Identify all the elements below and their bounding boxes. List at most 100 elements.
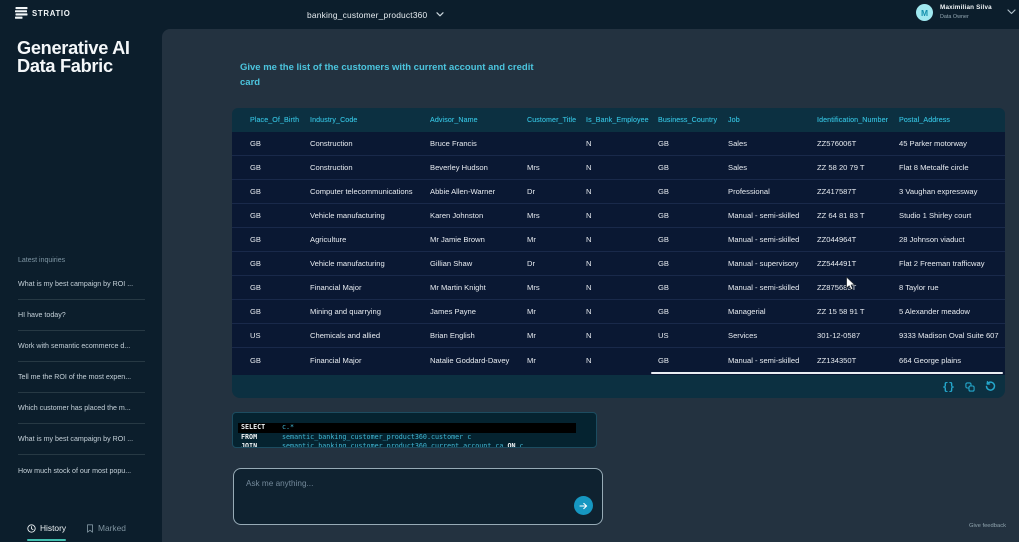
hscrollbar-thumb[interactable] <box>651 372 1003 375</box>
table-cell: ZZ134350T <box>817 355 857 365</box>
table-cell: Dr <box>527 259 536 268</box>
table-row[interactable]: GB Construction Beverley Hudson Mrs N GB… <box>232 156 1005 180</box>
copy-button[interactable] <box>962 379 977 395</box>
table-row[interactable]: GB Agriculture Mr Jamie Brown Mr N GB Ma… <box>232 228 1005 252</box>
give-feedback-link[interactable]: Give feedback <box>968 523 1006 529</box>
table-cell: 5 Alexander meadow <box>899 307 970 316</box>
column-header: Is_Bank_Employee <box>586 116 649 124</box>
rerun-icon <box>985 381 996 391</box>
table-footer: {} <box>232 375 1005 398</box>
table-cell: GB <box>658 355 669 365</box>
table-cell: GB <box>658 307 669 316</box>
stratio-logo[interactable]: STRATIO <box>15 7 71 19</box>
avatar[interactable]: M <box>916 4 933 21</box>
sql-code: semantic_banking_customer_product360.cus… <box>282 432 472 441</box>
table-cell: Computer telecommunications <box>310 187 413 196</box>
inquiry-item[interactable]: How much stock of our most popu... <box>18 466 132 475</box>
table-row[interactable]: GB Mining and quarrying James Payne Mr N… <box>232 300 1005 324</box>
table-cell: Bruce Francis <box>430 139 477 148</box>
table-cell: Manual - semi-skilled <box>728 283 800 292</box>
column-header: Customer_Title <box>527 116 577 124</box>
tab-marked[interactable]: Marked <box>86 523 126 533</box>
table-cell: Mr Jamie Brown <box>430 235 485 244</box>
inquiry-item[interactable]: Work with semantic ecommerce d... <box>18 331 145 362</box>
table-cell: James Payne <box>430 307 477 316</box>
table-cell: Construction <box>310 139 353 148</box>
table-cell: N <box>586 283 592 292</box>
table-cell: GB <box>250 259 261 268</box>
send-arrow-icon <box>579 502 588 509</box>
sql-code-block[interactable]: SELECT c.* FROM semantic_banking_customer_… <box>232 412 597 448</box>
latest-inquiries-label: Latest inquiries <box>18 257 66 264</box>
table-cell: Studio 1 Shirley court <box>899 211 972 220</box>
table-cell: N <box>586 355 592 365</box>
table-cell: Chemicals and allied <box>310 331 381 340</box>
table-cell: Financial Major <box>310 283 362 292</box>
table-cell: Karen Johnston <box>430 211 484 220</box>
table-cell: 45 Parker motorway <box>899 139 967 148</box>
sql-keyword: SELECT <box>241 423 266 431</box>
inquiry-item[interactable]: Tell me the ROI of the most expen... <box>18 362 145 393</box>
table-cell: N <box>586 211 592 220</box>
inquiry-item[interactable]: HI have today? <box>18 300 145 331</box>
table-row[interactable]: GB Construction Bruce Francis N GB Sales… <box>232 132 1005 156</box>
table-row[interactable]: US Chemicals and allied Brian English Mr… <box>232 324 1005 348</box>
table-cell: N <box>586 187 592 196</box>
table-row[interactable]: GB Vehicle manufacturing Karen Johnston … <box>232 204 1005 228</box>
table-cell: 8 Taylor rue <box>899 283 939 292</box>
table-cell: GB <box>250 355 261 365</box>
tab-history[interactable]: History <box>27 523 66 533</box>
table-cell: 3 Vaughan expressway <box>899 187 978 196</box>
table-cell: Flat 2 Freeman trafficway <box>899 259 985 268</box>
inquiry-item[interactable]: Which customer has placed the m... <box>18 393 145 424</box>
sql-code: c.* <box>282 423 295 431</box>
column-header: Postal_Address <box>899 116 951 124</box>
tab-history-label: History <box>40 523 67 533</box>
table-cell: N <box>586 259 592 268</box>
send-button[interactable] <box>574 496 593 515</box>
table-body: GB Construction Bruce Francis N GB Sales… <box>232 132 1005 372</box>
history-clock-icon <box>27 523 36 533</box>
table-cell: ZZ 58 20 79 T <box>817 163 865 172</box>
rerun-button[interactable] <box>983 379 998 395</box>
table-hscrollbar <box>232 372 1005 375</box>
table-cell: GB <box>658 187 669 196</box>
table-row[interactable]: GB Vehicle manufacturing Gillian Shaw Dr… <box>232 252 1005 276</box>
table-cell: 664 George plains <box>899 355 962 365</box>
table-cell: N <box>586 139 592 148</box>
user-question: Give me the list of the customers with c… <box>240 62 534 88</box>
table-cell: GB <box>658 235 669 244</box>
inquiry-item[interactable]: What is my best campaign by ROI ... <box>18 424 145 455</box>
table-header: Place_Of_Birth Industry_Code Advisor_Nam… <box>232 108 1005 132</box>
column-header: Advisor_Name <box>430 116 478 124</box>
column-header: Identification_Number <box>817 116 889 124</box>
dataset-selector[interactable]: banking_customer_product360 <box>307 0 445 29</box>
table-cell: ZZ 15 58 91 T <box>817 307 865 316</box>
table-cell: GB <box>250 307 261 316</box>
table-cell: Brian English <box>430 331 475 340</box>
table-cell: Flat 8 Metcalfe circle <box>899 163 969 172</box>
table-cell: GB <box>658 139 669 148</box>
sql-code: semantic_banking_customer_product360.cur… <box>282 442 508 448</box>
column-header: Job <box>728 116 740 124</box>
table-cell: GB <box>658 283 669 292</box>
table-cell: Abbie Allen-Warner <box>430 187 496 196</box>
table-cell: Mr <box>527 331 536 340</box>
inquiries-list: What is my best campaign by ROI ... HI h… <box>0 269 162 486</box>
user-menu[interactable]: Maximilian Silva Data Owner <box>940 4 992 20</box>
json-view-button[interactable]: {} <box>941 379 956 395</box>
main-panel: Give me the list of the customers with c… <box>162 29 1019 542</box>
table-cell: Mrs <box>527 211 540 220</box>
table-cell: GB <box>250 163 261 172</box>
table-cell: Construction <box>310 163 353 172</box>
table-cell: Beverley Hudson <box>430 163 488 172</box>
table-row[interactable]: GB Financial Major Natalie Goddard-Davey… <box>232 348 1005 372</box>
table-cell: ZZ875683T <box>817 283 857 292</box>
table-cell: Mining and quarrying <box>310 307 381 316</box>
bookmark-icon <box>87 523 93 533</box>
ask-input[interactable] <box>246 476 546 490</box>
inquiry-item[interactable]: What is my best campaign by ROI ... <box>18 269 145 300</box>
table-row[interactable]: GB Financial Major Mr Martin Knight Mrs … <box>232 276 1005 300</box>
user-chevron-down-icon[interactable] <box>1007 9 1016 15</box>
table-row[interactable]: GB Computer telecommunications Abbie All… <box>232 180 1005 204</box>
